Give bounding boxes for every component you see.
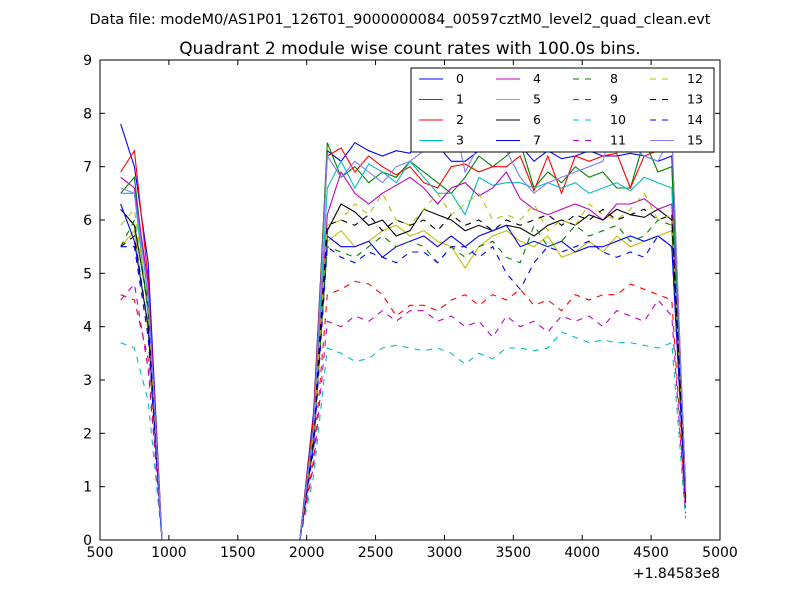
series-line-9 bbox=[120, 280, 687, 541]
legend-label-7: 7 bbox=[533, 133, 541, 148]
series-line-13 bbox=[120, 208, 687, 541]
legend-label-15: 15 bbox=[687, 133, 703, 148]
x-tick-label: 1000 bbox=[151, 545, 187, 561]
legend-label-14: 14 bbox=[687, 112, 703, 127]
legend-label-11: 11 bbox=[610, 133, 626, 148]
legend-label-6: 6 bbox=[533, 112, 541, 127]
y-tick-label: 1 bbox=[83, 480, 92, 496]
x-tick-label: 500 bbox=[87, 545, 114, 561]
y-tick-label: 0 bbox=[83, 533, 92, 549]
y-tick-label: 9 bbox=[83, 53, 92, 69]
series-line-4 bbox=[120, 170, 687, 541]
series-line-10 bbox=[120, 331, 687, 541]
x-tick-label: 4000 bbox=[564, 545, 600, 561]
legend-box bbox=[410, 67, 715, 153]
legend-label-1: 1 bbox=[456, 92, 464, 107]
series-line-11 bbox=[120, 282, 687, 541]
legend-label-4: 4 bbox=[533, 71, 541, 86]
legend-label-0: 0 bbox=[456, 71, 464, 86]
x-tick-label: 2500 bbox=[358, 545, 394, 561]
y-tick-label: 2 bbox=[83, 426, 92, 442]
x-tick-label: 1500 bbox=[220, 545, 256, 561]
x-tick-label: 5000 bbox=[702, 545, 738, 561]
x-tick-label: 4500 bbox=[633, 545, 669, 561]
series-line-14 bbox=[120, 235, 687, 541]
x-tick-label: 2000 bbox=[289, 545, 325, 561]
y-tick-label: 8 bbox=[83, 106, 92, 122]
series-line-7 bbox=[120, 203, 687, 541]
series-line-0 bbox=[120, 123, 687, 541]
x-tick-label: 3500 bbox=[496, 545, 532, 561]
x-tick-label: 3000 bbox=[427, 545, 463, 561]
legend-label-3: 3 bbox=[456, 133, 464, 148]
legend-label-5: 5 bbox=[533, 92, 541, 107]
legend-label-12: 12 bbox=[687, 71, 703, 86]
chart-title: Quadrant 2 module wise count rates with … bbox=[179, 39, 640, 59]
y-tick-label: 6 bbox=[83, 213, 92, 229]
series-line-5 bbox=[120, 224, 687, 541]
legend-label-9: 9 bbox=[610, 92, 618, 107]
y-tick-label: 7 bbox=[83, 160, 92, 176]
legend-label-2: 2 bbox=[456, 112, 464, 127]
series-line-8 bbox=[120, 218, 687, 541]
series-line-2 bbox=[120, 133, 687, 541]
legend-label-13: 13 bbox=[687, 92, 703, 107]
legend-label-10: 10 bbox=[610, 112, 626, 127]
x-axis-offset-label: +1.84583e8 bbox=[633, 566, 720, 582]
y-tick-label: 4 bbox=[83, 320, 92, 336]
series-line-12 bbox=[120, 192, 687, 541]
series-layer bbox=[120, 103, 687, 541]
axes-layer: 500 1000 1500 2000 2500 3000 3500 4000 4500 5000 0… bbox=[83, 53, 738, 561]
figure-suptitle: Data file: modeM0/AS1P01_126T01_90000000… bbox=[90, 12, 711, 28]
legend-label-8: 8 bbox=[610, 71, 618, 86]
plot-frame bbox=[99, 59, 721, 541]
series-line-6 bbox=[120, 203, 687, 541]
y-tick-label: 3 bbox=[83, 373, 92, 389]
y-tick-label: 5 bbox=[83, 266, 92, 282]
